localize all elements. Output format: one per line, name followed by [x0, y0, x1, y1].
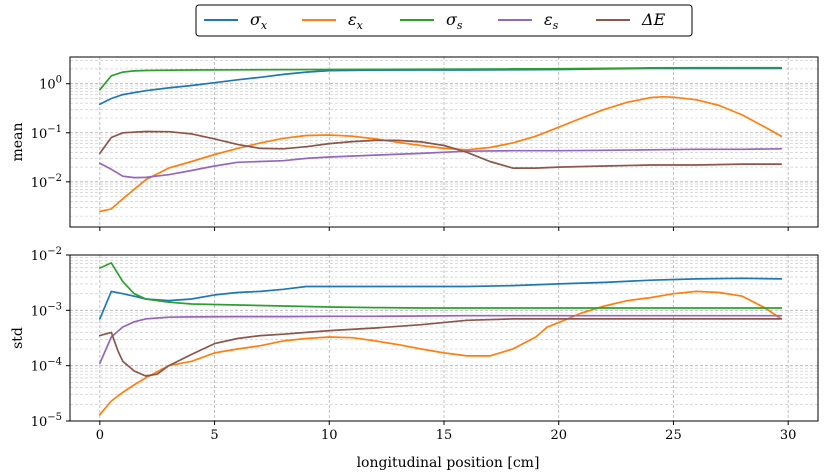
x-tick-label: 10 [321, 428, 338, 443]
legend-label-eps_s: εs [544, 10, 559, 32]
y-tick-label: 100 [39, 75, 62, 93]
y-tick-label: 10−5 [31, 412, 62, 430]
legend-frame [195, 4, 693, 37]
series-group [98, 262, 783, 416]
legend-label-sigma_s: σs [446, 10, 463, 32]
legend: σx εx σs εs ΔE [195, 4, 693, 37]
mean-y-axis-label: mean [10, 123, 26, 162]
mean-line-eps_s [98, 147, 783, 179]
mean-line-eps_x [98, 95, 783, 213]
mean-line-sigma_x [98, 67, 783, 106]
grid [70, 57, 818, 227]
legend-label-dE: ΔE [641, 10, 666, 29]
std-line-eps_s [98, 314, 783, 365]
x-tick-label: 15 [436, 428, 453, 443]
x-tick-label: 0 [96, 428, 104, 443]
std-y-axis-label: std [10, 327, 26, 349]
legend-label-eps_x: εx [348, 10, 364, 32]
y-tick-label: 10−2 [31, 173, 62, 191]
std-line-dE [98, 318, 783, 377]
y-tick-label: 10−3 [31, 301, 62, 319]
x-tick-label: 5 [210, 428, 218, 443]
std-line-eps_x [98, 290, 783, 416]
y-tick-label: 10−1 [31, 124, 62, 142]
series-group [98, 66, 783, 213]
x-tick-label: 30 [780, 428, 797, 443]
mean-panel: 10−2 10−1 100 mean [10, 56, 819, 231]
grid [70, 254, 818, 422]
x-tick-label: 20 [550, 428, 567, 443]
legend-label-sigma_x: σx [250, 10, 268, 32]
mean-line-dE [98, 130, 783, 169]
x-tick-label: 25 [665, 428, 682, 443]
mean-line-sigma_s [98, 66, 783, 91]
y-tick-label: 10−2 [31, 246, 62, 264]
std-line-sigma_s [98, 262, 783, 309]
x-axis-label: longitudinal position [cm] [357, 455, 540, 471]
y-tick-label: 10−4 [31, 357, 62, 375]
std-panel: 10−5 10−4 10−3 10−2 0 5 10 15 20 25 30 std [10, 246, 819, 443]
